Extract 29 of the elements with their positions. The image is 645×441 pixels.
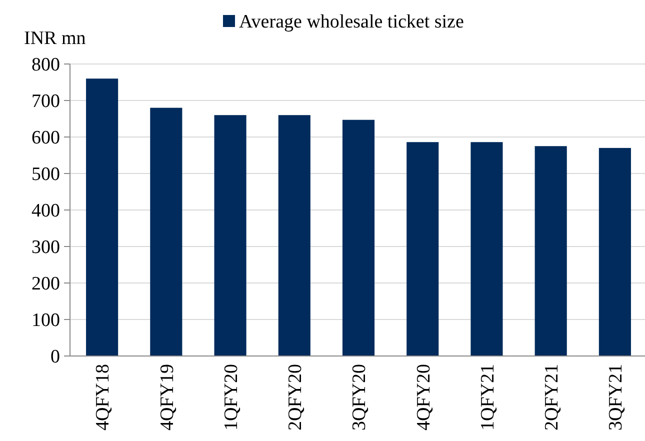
y-tick-label: 600: [32, 128, 60, 149]
y-tick-label: 200: [32, 274, 60, 295]
x-tick-label: 1QFY21: [477, 364, 498, 431]
bar: [214, 115, 246, 356]
x-tick-label: 4QFY19: [156, 364, 178, 431]
x-tick-label: 1QFY20: [220, 364, 242, 431]
x-tick-label: 4QFY18: [92, 364, 114, 431]
bar: [534, 146, 567, 356]
bar: [406, 142, 439, 356]
y-tick-label: 500: [32, 164, 60, 186]
x-tick-label: 2QFY20: [285, 364, 306, 431]
y-tick-label: 100: [32, 310, 60, 332]
y-tick-label: 700: [32, 91, 60, 112]
legend-label: Average wholesale ticket size: [239, 12, 464, 33]
bar: [150, 108, 182, 356]
y-tick-label: 0: [50, 346, 60, 368]
bar: [278, 115, 310, 356]
y-tick-label: 400: [32, 200, 60, 222]
bar: [342, 120, 375, 356]
x-tick-label: 4QFY20: [413, 364, 434, 431]
x-tick-label: 2QFY21: [541, 364, 562, 431]
x-tick-label: 3QFY20: [349, 364, 370, 431]
y-tick-label: 300: [32, 237, 60, 258]
x-tick-label: 3QFY21: [606, 364, 627, 431]
y-axis-title: INR mn: [24, 28, 86, 49]
bar: [86, 78, 118, 356]
bar: [470, 142, 503, 356]
y-tick-label: 800: [32, 54, 60, 76]
bar: [598, 148, 631, 356]
